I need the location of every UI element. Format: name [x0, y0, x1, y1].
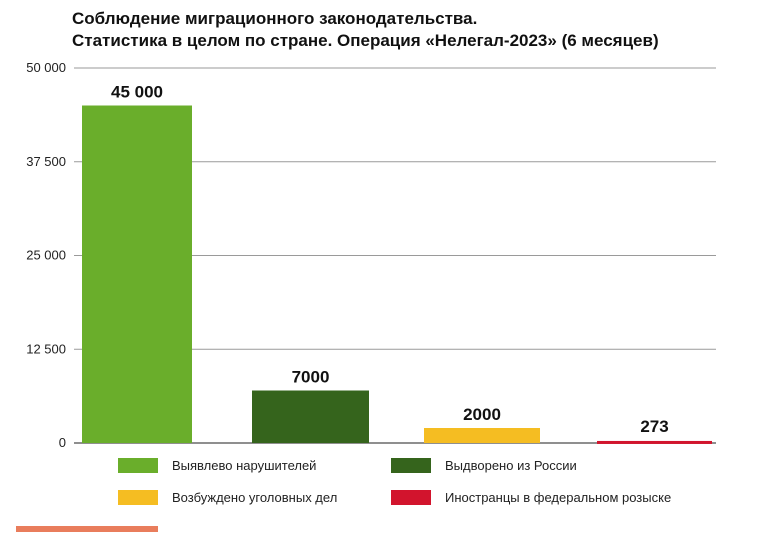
legend-label-violators: Выявлево нарушителей: [172, 458, 317, 473]
legend-label-deported: Выдворено из России: [445, 458, 577, 473]
bar-value-label: 7000: [292, 368, 330, 387]
legend-item-criminal-cases: Возбуждено уголовных дел: [118, 490, 337, 505]
bar: [424, 428, 540, 443]
bar-value-label: 273: [640, 417, 668, 436]
y-tick-label: 25 000: [26, 248, 66, 263]
legend-item-violators: Выявлево нарушителей: [118, 458, 316, 473]
chart-title-line-2: Статистика в целом по стране. Операция «…: [72, 31, 659, 50]
chart-title: Соблюдение миграционного законодательств…: [72, 8, 659, 52]
legend-swatch-criminal-cases: [118, 490, 158, 505]
legend-item-wanted-foreigners: Иностранцы в федеральном розыске: [391, 490, 671, 505]
footer-accent-bar: [16, 526, 158, 532]
legend-swatch-wanted-foreigners: [391, 490, 431, 505]
legend-label-wanted-foreigners: Иностранцы в федеральном розыске: [445, 490, 672, 505]
chart-title-line-1: Соблюдение миграционного законодательств…: [72, 9, 478, 28]
bar: [252, 390, 369, 443]
legend-label-criminal-cases: Возбуждено уголовных дел: [172, 490, 338, 505]
bar-chart: 0 12 500 25 000 37 500 50 000 45 000 7000 2000 2…: [26, 60, 716, 450]
bar: [82, 105, 192, 443]
legend-item-deported: Выдворено из России: [391, 458, 577, 473]
legend-swatch-violators: [118, 458, 158, 473]
bar-value-label: 2000: [463, 405, 501, 424]
y-tick-label: 37 500: [26, 154, 66, 169]
bar: [597, 440, 712, 444]
y-tick-label: 12 500: [26, 341, 66, 356]
y-tick-label: 50 000: [26, 60, 66, 75]
bar-value-label: 45 000: [111, 83, 163, 102]
y-tick-label: 0: [59, 435, 66, 450]
legend-swatch-deported: [391, 458, 431, 473]
